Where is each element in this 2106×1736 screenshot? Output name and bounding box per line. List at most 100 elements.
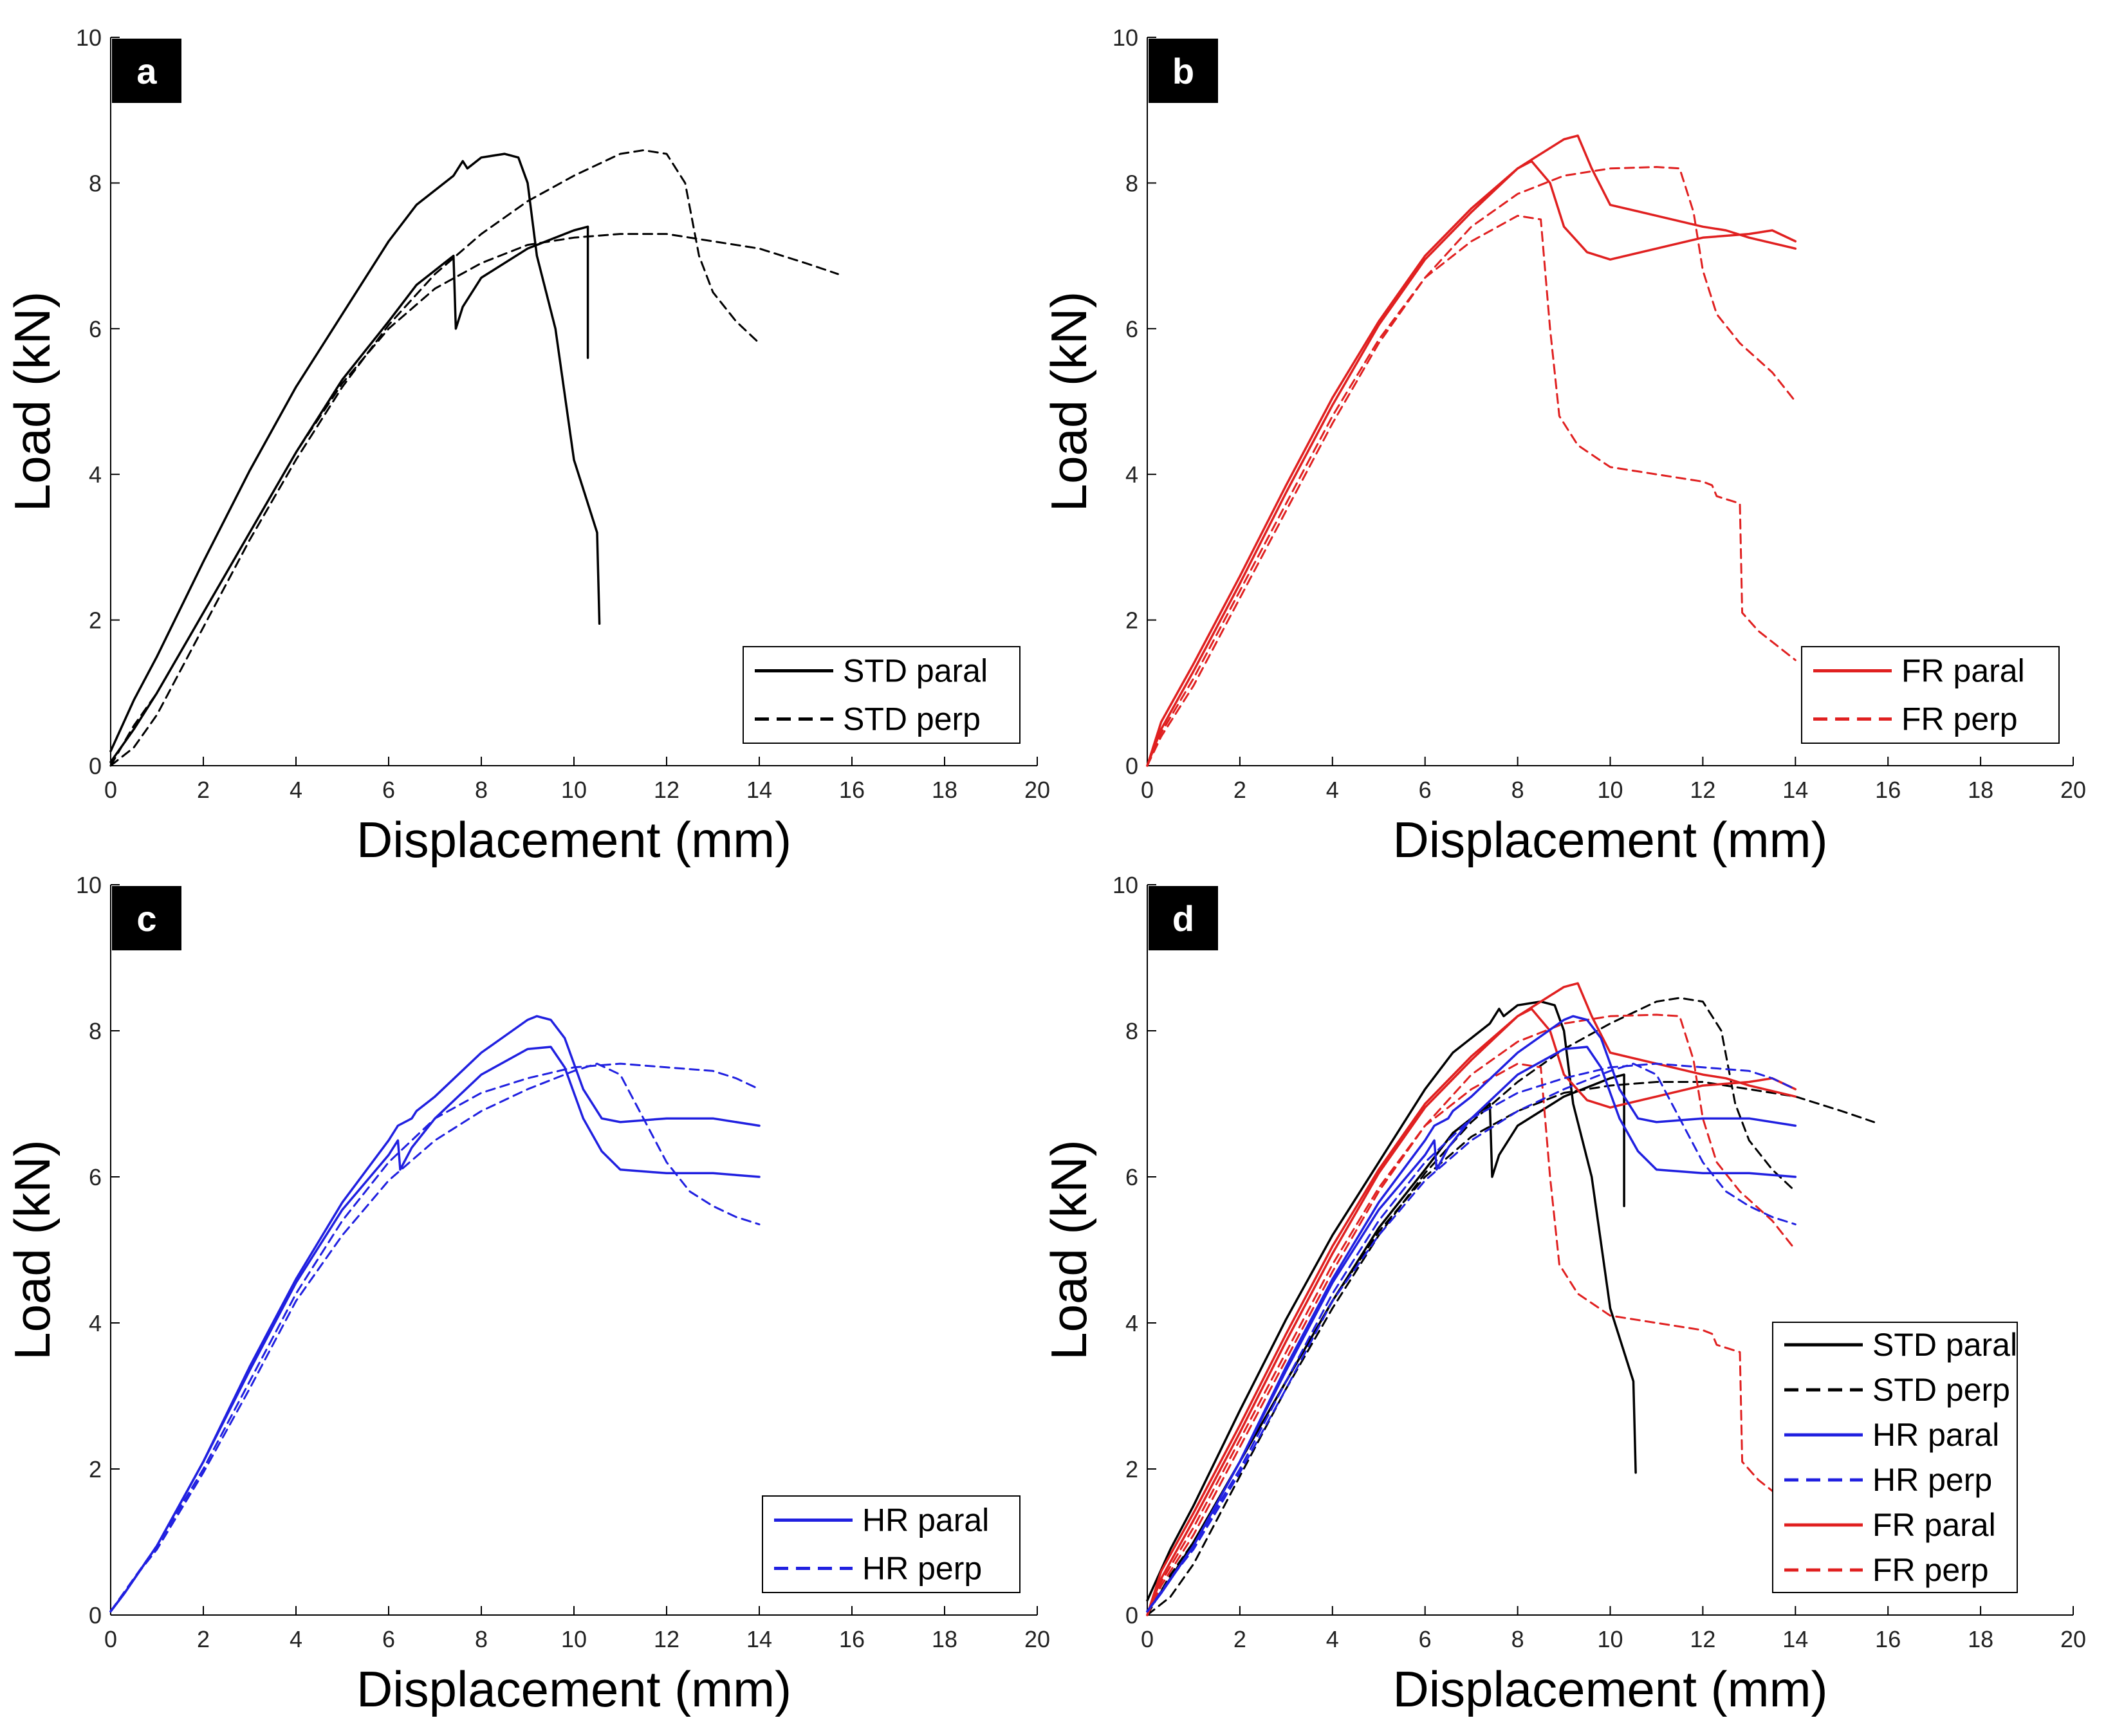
x-tick-label: 0 <box>1141 777 1154 803</box>
x-tick-label: 2 <box>1233 1626 1246 1652</box>
series-line-fr-paral-2 <box>1146 160 1797 767</box>
panel-label: a <box>136 51 157 91</box>
legend-box <box>743 646 1021 744</box>
x-tick-label: 10 <box>561 1626 587 1652</box>
series-line-fr-paral-1 <box>1146 982 1797 1616</box>
series-line-hr-perp-1 <box>1146 1062 1797 1612</box>
x-tick-label: 14 <box>1782 1626 1808 1652</box>
x-tick-label: 10 <box>561 777 587 803</box>
x-axis-label: Displacement (mm) <box>1392 811 1827 868</box>
x-tick-label: 4 <box>290 1626 302 1652</box>
series-line-fr-perp-2 <box>1146 214 1797 767</box>
x-tick-label: 6 <box>1419 1626 1432 1652</box>
legend-entry-label: FR paral <box>1901 653 2025 689</box>
y-tick-label: 2 <box>1125 1456 1138 1482</box>
series-line-fr-perp-2 <box>1146 1062 1797 1616</box>
x-tick-label: 8 <box>1511 777 1524 803</box>
legend-entry-label: STD perp <box>1872 1372 2010 1408</box>
panel-label: b <box>1172 51 1194 91</box>
y-tick-label: 10 <box>1113 872 1138 898</box>
y-tick-label: 0 <box>89 1602 102 1629</box>
x-axis-label: Displacement (mm) <box>356 1661 791 1717</box>
series-line-hr-perp-2 <box>109 1062 761 1612</box>
x-tick-label: 2 <box>197 777 210 803</box>
x-tick-label: 8 <box>1511 1626 1524 1652</box>
x-tick-label: 14 <box>746 1626 772 1652</box>
y-tick-label: 10 <box>76 872 102 898</box>
legend-entry-label: HR perp <box>1872 1462 1992 1498</box>
series-line-fr-perp-1 <box>1146 166 1797 767</box>
chart-panel-a: 0 2 4 6 8 10 12 14 16 18 20 0 2 4 6 8 10 Displacement (mm… <box>4 24 1050 868</box>
legend-entry-label: HR perp <box>862 1551 982 1587</box>
y-axis-label: Load (kN) <box>1040 291 1097 512</box>
legend: HR paral HR perp <box>762 1495 1021 1593</box>
legend-box <box>1801 646 2060 744</box>
x-tick-label: 14 <box>746 777 772 803</box>
x-tick-label: 12 <box>654 1626 679 1652</box>
series-line-std-perp-1 <box>1146 997 1797 1616</box>
chart-panel-c: 0 2 4 6 8 10 12 14 16 18 20 0 2 4 6 8 10 Displacement (mm… <box>4 872 1050 1717</box>
x-tick-label: 8 <box>475 777 488 803</box>
series-line-std-paral-1 <box>1146 1000 1637 1602</box>
x-tick-label: 2 <box>1233 777 1246 803</box>
y-tick-label: 4 <box>89 1310 102 1336</box>
series-line-std-paral-2 <box>109 225 589 764</box>
y-tick-label: 4 <box>1125 1310 1138 1336</box>
series-line-std-paral-1 <box>109 152 601 753</box>
x-tick-label: 14 <box>1782 777 1808 803</box>
y-tick-label: 6 <box>89 1164 102 1190</box>
series-line-fr-paral-1 <box>1146 134 1797 767</box>
x-tick-label: 8 <box>475 1626 488 1652</box>
x-tick-label: 12 <box>654 777 679 803</box>
x-axis-label: Displacement (mm) <box>356 811 791 868</box>
legend: STD paral STD perp <box>743 646 1021 744</box>
series-line-hr-paral-1 <box>1146 1015 1797 1613</box>
x-tick-label: 18 <box>932 1626 957 1652</box>
y-tick-label: 8 <box>89 170 102 196</box>
legend-entry-label: STD paral <box>1872 1327 2017 1363</box>
legend-entry-label: FR paral <box>1872 1507 1996 1543</box>
legend-entry-label: FR perp <box>1872 1552 1989 1588</box>
series-line-hr-perp-1 <box>109 1062 761 1612</box>
y-tick-label: 8 <box>89 1018 102 1044</box>
x-tick-label: 6 <box>1419 777 1432 803</box>
y-tick-label: 4 <box>1125 461 1138 488</box>
x-tick-label: 2 <box>197 1626 210 1652</box>
legend-box <box>1772 1322 2018 1593</box>
y-tick-label: 0 <box>89 753 102 779</box>
series-line-hr-paral-2 <box>109 1046 761 1613</box>
x-tick-label: 0 <box>104 777 117 803</box>
x-tick-label: 18 <box>1968 1626 1993 1652</box>
panel-label-badge <box>112 39 181 103</box>
legend: FR paral FR perp <box>1801 646 2060 744</box>
x-tick-label: 4 <box>1326 777 1339 803</box>
y-tick-label: 6 <box>1125 1164 1138 1190</box>
series-line-hr-perp-2 <box>1146 1062 1797 1612</box>
legend-entry-label: STD perp <box>843 701 981 737</box>
y-tick-label: 2 <box>89 607 102 634</box>
series-line-fr-perp-1 <box>1146 1013 1797 1616</box>
x-tick-label: 12 <box>1690 1626 1715 1652</box>
x-tick-label: 10 <box>1597 777 1623 803</box>
y-tick-label: 8 <box>1125 1018 1138 1044</box>
legend-entry-label: STD paral <box>843 653 988 689</box>
y-tick-label: 0 <box>1125 1602 1138 1629</box>
y-tick-label: 10 <box>76 24 102 51</box>
panel-label-badge <box>1149 886 1218 950</box>
x-tick-label: 16 <box>839 777 865 803</box>
x-tick-label: 4 <box>1326 1626 1339 1652</box>
x-tick-label: 6 <box>382 777 395 803</box>
panel-label: c <box>136 898 156 939</box>
series-line-std-paral-2 <box>1146 1073 1625 1613</box>
x-tick-label: 18 <box>1968 777 1993 803</box>
series-line-fr-paral-2 <box>1146 1008 1797 1616</box>
y-tick-label: 10 <box>1113 24 1138 51</box>
x-axis-label: Displacement (mm) <box>1392 1661 1827 1717</box>
x-tick-label: 20 <box>2060 1626 2086 1652</box>
panel-label-badge <box>112 886 181 950</box>
x-tick-label: 10 <box>1597 1626 1623 1652</box>
x-tick-label: 0 <box>104 1626 117 1652</box>
x-tick-label: 16 <box>1875 1626 1901 1652</box>
legend: STD paral STD perp HR paral HR perp FR paral… <box>1772 1322 2018 1593</box>
panel-label-badge <box>1149 39 1218 103</box>
